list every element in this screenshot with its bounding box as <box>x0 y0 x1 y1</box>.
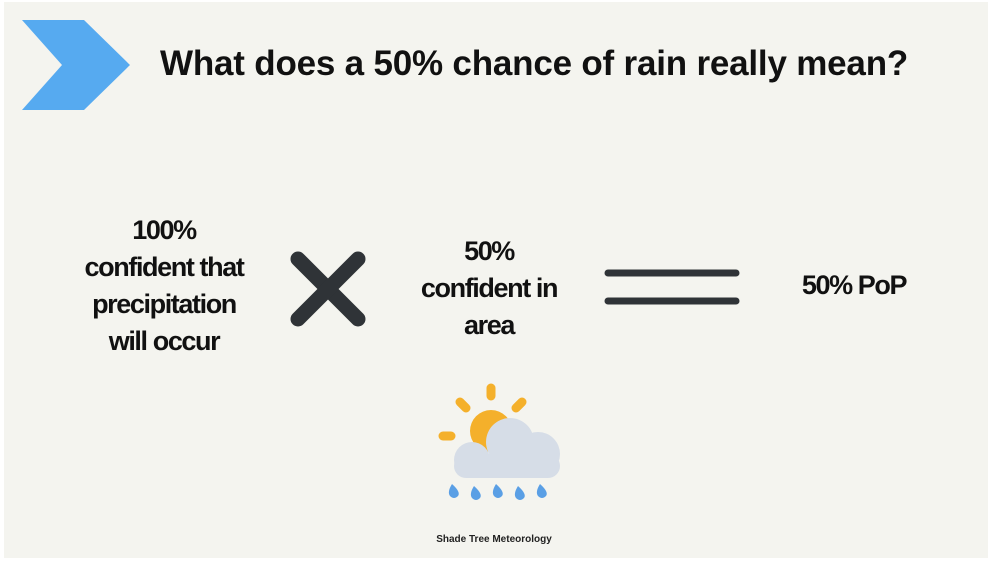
term-confidence-area: 50% confident in area <box>399 233 579 344</box>
term-a-line-2: confident that <box>84 252 245 282</box>
term-b-line-2: confident in <box>420 273 559 303</box>
equals-icon <box>604 269 740 305</box>
term-confidence-precipitation: 100% confident that precipitation will o… <box>44 212 284 360</box>
slide-title: What does a 50% chance of rain really me… <box>160 44 909 83</box>
sun-cloud-rain-icon <box>438 383 560 500</box>
term-a-line-1: 100% <box>132 215 197 245</box>
footer-credit: Shade Tree Meteorology <box>436 534 552 545</box>
slide: What does a 50% chance of rain really me… <box>4 2 988 558</box>
term-a-line-3: precipitation <box>92 289 237 319</box>
multiply-icon <box>290 251 366 327</box>
term-b-line-1: 50% <box>464 236 515 266</box>
term-a-line-4: will occur <box>108 326 221 356</box>
term-b-line-3: area <box>464 310 515 340</box>
result-pop: 50% PoP <box>801 270 908 300</box>
chevron-right-icon <box>22 20 130 110</box>
